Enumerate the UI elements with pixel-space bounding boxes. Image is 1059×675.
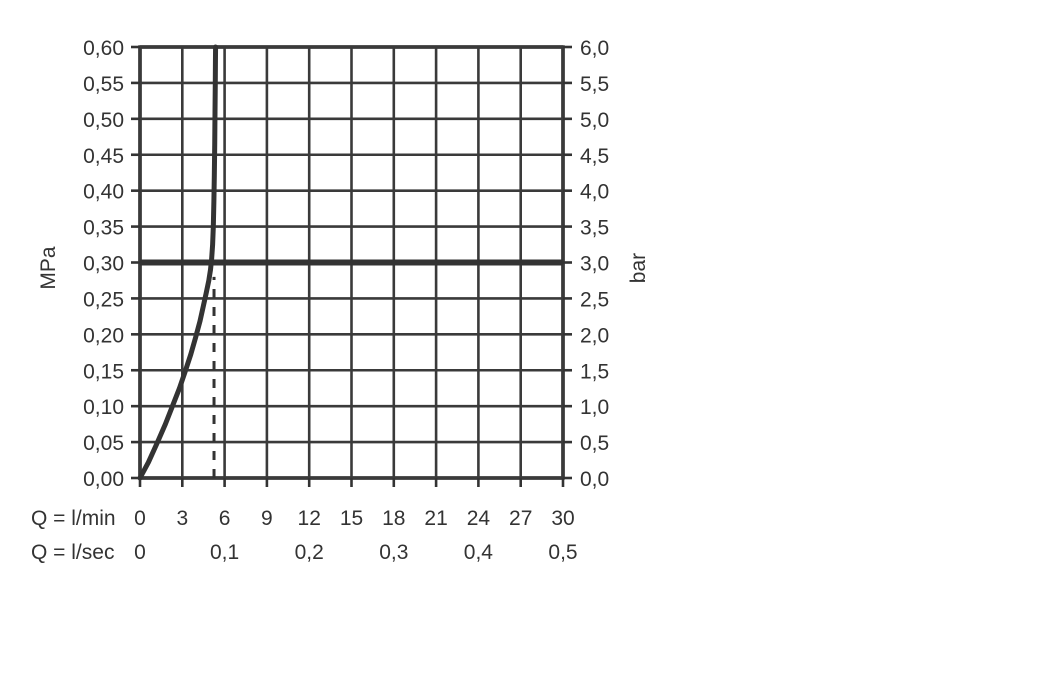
y-axis-ticks-left bbox=[131, 45, 140, 480]
x-tick-label-lmin: 12 bbox=[298, 507, 321, 530]
y-tick-label-left: 0,25 bbox=[83, 288, 124, 311]
y-tick-label-right: 4,0 bbox=[580, 181, 609, 204]
x-tick-label-lmin: 27 bbox=[509, 507, 532, 530]
x-tick-label-lmin: 15 bbox=[340, 507, 363, 530]
y-tick-label-right: 4,5 bbox=[580, 145, 609, 168]
y-tick-label-left: 0,45 bbox=[83, 145, 124, 168]
y-tick-label-right: 0,5 bbox=[580, 432, 609, 455]
x-tick-label-lsec: 0,1 bbox=[210, 541, 239, 564]
y-tick-label-right: 0,0 bbox=[580, 468, 609, 491]
x-tick-label-lmin: 18 bbox=[382, 507, 405, 530]
x-tick-label-lmin: 6 bbox=[219, 507, 231, 530]
y-tick-label-left: 0,40 bbox=[83, 181, 124, 204]
y-tick-label-right: 1,5 bbox=[580, 360, 609, 383]
y-axis-labels-right: 6,0 5,5 5,0 4,5 4,0 3,5 3,0 2,5 2,0 1,5 1,0 0,5 0,0 bbox=[580, 37, 609, 491]
y-tick-label-right: 2,5 bbox=[580, 288, 609, 311]
y-tick-label-left: 0,30 bbox=[83, 253, 124, 276]
x-axis-ticks-bottom bbox=[138, 478, 565, 487]
x-tick-label-lmin: 0 bbox=[134, 507, 146, 530]
series-group bbox=[137, 44, 219, 481]
y-tick-label-right: 2,0 bbox=[580, 324, 609, 347]
x-tick-label-lsec: 0,3 bbox=[379, 541, 408, 564]
x-tick-label-lsec: 0 bbox=[134, 541, 146, 564]
y-tick-label-right: 5,0 bbox=[580, 109, 609, 132]
left-axis-title-mpa: MPa bbox=[37, 246, 60, 290]
x-tick-label-lmin: 9 bbox=[261, 507, 273, 530]
y-tick-label-left: 0,55 bbox=[83, 73, 124, 96]
x-tick-label-lmin: 30 bbox=[551, 507, 574, 530]
x-tick-label-lsec: 0,4 bbox=[464, 541, 494, 564]
y-tick-label-right: 1,0 bbox=[580, 396, 609, 419]
y-tick-label-left: 0,10 bbox=[83, 396, 124, 419]
y-tick-label-left: 0,50 bbox=[83, 109, 124, 132]
y-tick-label-left: 0,60 bbox=[83, 37, 124, 60]
y-tick-label-right: 3,5 bbox=[580, 217, 609, 240]
y-axis-labels-left: 0,60 0,55 0,50 0,45 0,40 0,35 0,30 0,25 0,20 0,15… bbox=[83, 37, 124, 491]
y-tick-label-left: 0,20 bbox=[83, 324, 124, 347]
y-tick-label-right: 5,5 bbox=[580, 73, 609, 96]
x-tick-label-lmin: 21 bbox=[424, 507, 447, 530]
x-tick-label-lsec: 0,5 bbox=[548, 541, 577, 564]
data-curve bbox=[137, 44, 219, 481]
y-tick-label-right: 6,0 bbox=[580, 37, 609, 60]
x-axis-labels-lmin: 0 3 6 9 12 15 18 21 24 27 30 bbox=[134, 507, 575, 530]
x-axis-row-label-lmin: Q = l/min bbox=[31, 507, 116, 530]
y-tick-label-left: 0,05 bbox=[83, 432, 124, 455]
x-tick-label-lmin: 24 bbox=[467, 507, 491, 530]
x-axis-labels-lsec: 0 0,1 0,2 0,3 0,4 0,5 bbox=[134, 541, 577, 564]
y-tick-label-left: 0,15 bbox=[83, 360, 124, 383]
y-tick-label-left: 0,00 bbox=[83, 468, 124, 491]
y-axis-ticks-right bbox=[563, 45, 572, 480]
right-axis-title-bar: bar bbox=[627, 253, 650, 283]
y-tick-label-right: 3,0 bbox=[580, 253, 609, 276]
x-tick-label-lmin: 3 bbox=[176, 507, 188, 530]
x-axis-row-label-lsec: Q = l/sec bbox=[31, 541, 114, 564]
x-tick-label-lsec: 0,2 bbox=[295, 541, 324, 564]
y-tick-label-left: 0,35 bbox=[83, 217, 124, 240]
